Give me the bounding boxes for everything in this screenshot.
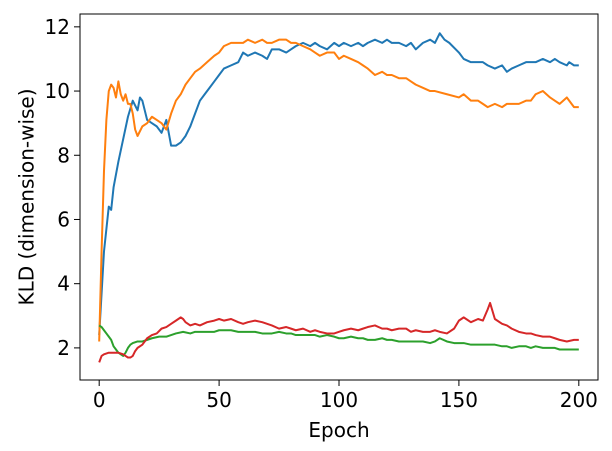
y-tick-label: 2 [57, 336, 70, 360]
x-tick-label: 200 [560, 388, 598, 412]
x-axis-ticks: 0 50 100 150 200 [93, 380, 598, 412]
y-axis-ticks: 2 4 6 8 10 12 [45, 15, 80, 360]
y-tick-label: 12 [45, 15, 70, 39]
x-axis-label: Epoch [308, 418, 369, 442]
series-lines [98, 32, 579, 363]
x-tick-label: 0 [93, 388, 106, 412]
x-tick-label: 50 [206, 388, 231, 412]
plot-frame [79, 13, 599, 381]
y-tick-label: 4 [57, 272, 70, 296]
y-tick-label: 8 [57, 143, 70, 167]
x-tick-label: 100 [320, 388, 358, 412]
series-line-4 [98, 301, 579, 363]
y-tick-label: 10 [45, 79, 70, 103]
x-tick-label: 150 [440, 388, 478, 412]
y-tick-label: 6 [57, 207, 70, 231]
series-line-1 [98, 32, 579, 336]
series-line-2 [98, 38, 579, 342]
y-axis-label: KLD (dimension-wise) [15, 88, 39, 305]
series-line-3 [98, 324, 579, 357]
